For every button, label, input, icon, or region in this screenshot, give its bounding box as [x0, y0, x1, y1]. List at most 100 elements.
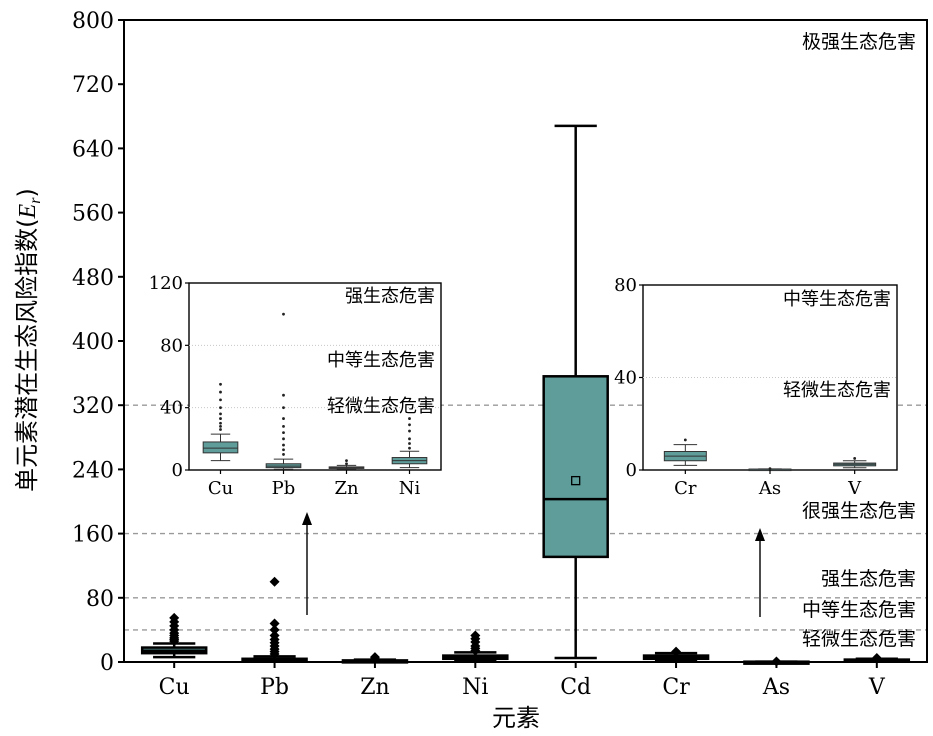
inset-outlier-point	[219, 382, 222, 386]
x-tick-label: Cu	[159, 675, 190, 700]
zone-label: 轻微生态危害	[802, 628, 916, 650]
mean-marker	[571, 475, 581, 486]
arrow-head	[302, 512, 312, 525]
x-tick-label: V	[868, 675, 886, 700]
inset-outlier-point	[408, 446, 411, 450]
outlier-point	[269, 624, 280, 635]
inset-outlier-point	[408, 429, 411, 433]
inset-outlier-point	[282, 417, 285, 420]
zone-label: 中等生态危害	[802, 599, 916, 621]
inset-y-tick-label: 40	[160, 398, 183, 419]
x-tick-label: Ni	[462, 675, 488, 700]
inset-x-tick-label: V	[847, 478, 862, 499]
y-axis-title: 单元素潜在生态风险指数(Er)	[13, 188, 44, 492]
inset-y-tick-label: 0	[626, 460, 637, 481]
x-axis-title: 元素	[492, 704, 540, 732]
inset-outlier-point	[219, 421, 222, 425]
inset-outlier-point	[219, 428, 222, 431]
inset-outlier-point	[282, 431, 285, 434]
zone-label: 极强生态危害	[802, 31, 916, 53]
zone-label: 很强生态危害	[802, 500, 916, 522]
y-tick-label: 560	[72, 202, 114, 227]
inset-zone-label: 轻微生态危害	[327, 396, 435, 417]
inset-y-tick-label: 80	[160, 335, 183, 356]
inset-outlier-point	[282, 443, 285, 447]
inset-outlier-point	[282, 437, 285, 441]
inset-outlier-point	[768, 467, 772, 471]
inset-x-tick-label: Ni	[399, 478, 421, 499]
box-cr	[642, 646, 710, 662]
inset-outlier-point	[219, 417, 222, 420]
outlier-point	[269, 576, 280, 587]
y-tick-label: 480	[72, 266, 114, 291]
outlier-point	[470, 630, 481, 641]
inset-x-tick-label: Cu	[208, 478, 233, 499]
y-tick-label: 640	[72, 137, 114, 162]
inset-outlier-point	[219, 398, 222, 402]
inset-x-tick-label: As	[758, 478, 781, 499]
x-tick-label: Cr	[662, 675, 690, 700]
inset-y-tick-label: 40	[614, 368, 637, 389]
arrow-head	[755, 528, 765, 541]
inset-outlier-point	[219, 390, 222, 394]
y-tick-label: 160	[72, 523, 114, 548]
x-tick-label: Pb	[260, 675, 289, 700]
outlier-point	[269, 630, 280, 641]
inset-outlier-point	[282, 453, 285, 456]
box-cd	[542, 124, 609, 660]
inset-outlier-point	[219, 412, 222, 416]
inset-outlier-point	[345, 462, 348, 466]
inset-zone-label: 强生态危害	[345, 286, 435, 307]
inset-outlier-point	[345, 459, 348, 463]
inset-x-tick-label: Zn	[334, 478, 359, 499]
inset-x-tick-label: Cr	[674, 478, 697, 499]
zone-label: 强生态危害	[821, 568, 916, 590]
y-tick-label: 400	[72, 330, 114, 355]
outlier-point	[671, 646, 682, 657]
inset-outlier-point	[282, 448, 285, 452]
inset-outlier-point	[853, 457, 857, 460]
inset-box-v	[833, 457, 877, 469]
inset-outlier-point	[282, 393, 285, 397]
inset-box-cr	[663, 438, 707, 466]
outlier-point	[369, 652, 380, 663]
inset-y-tick-label: 0	[172, 460, 183, 481]
inset-y-tick-label: 80	[614, 275, 637, 296]
y-tick-label: 320	[72, 394, 114, 419]
inset-zone-label: 轻微生态危害	[783, 380, 891, 401]
inset-box-zn	[328, 459, 365, 470]
y-tick-label: 720	[72, 73, 114, 98]
y-tick-label: 240	[72, 458, 114, 483]
box-cu	[140, 612, 208, 659]
inset-zone-label: 中等生态危害	[327, 350, 435, 371]
inset-box-as	[748, 467, 792, 472]
inset-outlier-point	[282, 424, 285, 428]
inset-zone-label: 中等生态危害	[783, 289, 891, 310]
inset-x-tick-label: Pb	[272, 478, 296, 499]
x-tick-label: As	[762, 675, 790, 700]
x-tick-label: Zn	[360, 675, 389, 700]
inset-outlier-point	[408, 442, 411, 445]
inset-outlier-point	[683, 438, 687, 442]
inset-box-ni	[391, 417, 428, 469]
outlier-point	[269, 618, 280, 629]
box-pb	[241, 576, 308, 663]
inset-outlier-point	[282, 406, 285, 410]
main-axes: Cu Pb Zn Ni Cd Cr As V0801602403204004805606407…	[72, 9, 928, 700]
x-tick-label: Cd	[560, 675, 591, 700]
inset-outlier-point	[408, 417, 411, 420]
box-body	[542, 375, 609, 559]
inset-box-body	[202, 441, 239, 454]
inset-outlier-point	[408, 437, 411, 441]
y-tick-label: 800	[72, 9, 114, 34]
inset-outlier-point	[408, 423, 411, 427]
y-tick-label: 0	[100, 651, 114, 676]
inset-arrows	[302, 512, 765, 617]
box-ni	[442, 630, 509, 663]
y-tick-label: 80	[86, 587, 114, 612]
inset-frame	[188, 282, 442, 471]
